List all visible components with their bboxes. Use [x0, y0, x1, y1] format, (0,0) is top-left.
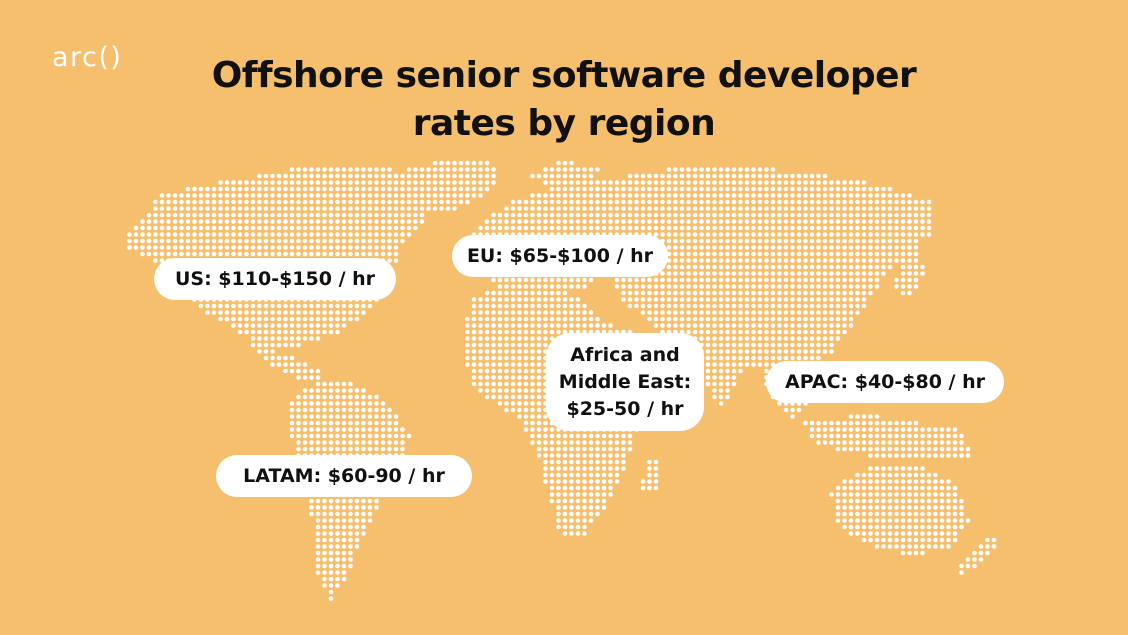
region-label-africa-middle-east: Africa and Middle East: $25-50 / hr [546, 333, 704, 431]
title-line-2: rates by region [412, 103, 716, 144]
africa-label-line-2: Middle East: [558, 370, 692, 393]
region-label-latam: LATAM: $60-90 / hr [216, 455, 472, 497]
region-label-apac: APAC: $40-$80 / hr [766, 361, 1004, 403]
africa-label-line-3: $25-50 / hr [566, 397, 684, 420]
africa-label-line-1: Africa and [570, 343, 680, 366]
page-title: Offshore senior software developer rates… [0, 52, 1128, 148]
region-label-us: US: $110-$150 / hr [154, 258, 396, 300]
title-line-1: Offshore senior software developer [211, 55, 917, 96]
arc-logo: arc() [52, 42, 123, 73]
region-label-eu: EU: $65-$100 / hr [452, 235, 668, 277]
